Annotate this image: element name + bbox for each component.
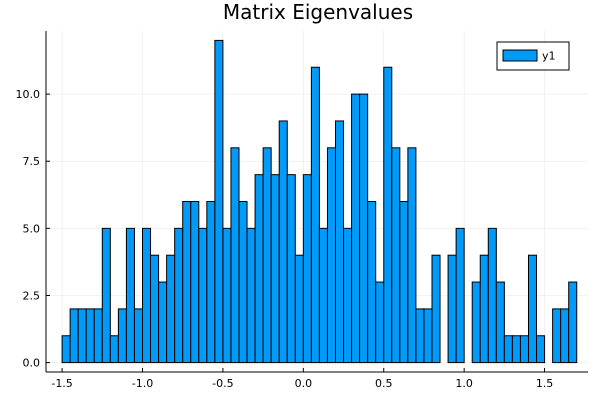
histogram-bar	[367, 201, 377, 364]
histogram-bar	[343, 227, 353, 364]
histogram-bar	[399, 201, 409, 364]
x-tick-label: -1.0	[132, 377, 153, 390]
histogram-bar	[423, 308, 433, 364]
x-tick-label: -0.5	[212, 377, 233, 390]
histogram-bar	[302, 174, 312, 364]
histogram-bar	[141, 227, 152, 364]
axes	[45, 31, 588, 373]
histogram-bar	[246, 227, 256, 364]
histogram-bar	[270, 174, 280, 364]
histogram-bar	[351, 93, 361, 364]
histogram-bar	[479, 254, 489, 364]
histogram-bar	[101, 227, 111, 364]
histogram-bar	[61, 335, 71, 364]
histogram-bar	[560, 308, 570, 364]
histogram-bar	[447, 254, 457, 364]
bars-group	[61, 39, 578, 364]
y-tick-label: 2.5	[23, 289, 41, 302]
histogram-bar	[198, 227, 208, 364]
legend: y1	[496, 41, 570, 71]
histogram-bar	[487, 227, 497, 364]
y-tick-label: 7.5	[23, 155, 41, 168]
histogram-bar	[383, 66, 393, 364]
y-tick-label: 10.0	[16, 88, 41, 101]
legend-label: y1	[542, 50, 556, 63]
chart-title: Matrix Eigenvalues	[223, 0, 413, 24]
x-tick-label: 0.5	[375, 377, 393, 390]
histogram-bar	[158, 281, 168, 364]
histogram-bar	[150, 254, 160, 364]
histogram-bar	[407, 147, 417, 364]
histogram-bar	[536, 335, 546, 364]
histogram-bar	[174, 227, 184, 364]
histogram-bar	[230, 147, 240, 364]
histogram-bar	[326, 147, 336, 364]
histogram-bar	[286, 174, 296, 364]
histogram-bar	[93, 308, 103, 364]
histogram-bar	[391, 147, 401, 364]
y-tick-label: 5.0	[23, 222, 41, 235]
histogram-bar	[262, 147, 272, 364]
histogram-bar	[125, 227, 135, 364]
histogram-bar	[527, 254, 538, 364]
histogram-bar	[133, 308, 143, 364]
histogram-bar	[431, 254, 441, 364]
histogram-bar	[495, 281, 505, 364]
histogram-bar	[359, 93, 369, 364]
histogram-bar	[318, 227, 328, 364]
histogram-bar	[222, 227, 232, 364]
histogram-bar	[375, 281, 385, 364]
y-axis-ticks: 0.0 2.5 5.0 7.5 10.0	[16, 88, 50, 370]
histogram-bar	[166, 254, 176, 364]
histogram-bar	[471, 281, 481, 364]
histogram-bar	[278, 120, 288, 364]
histogram-bar	[69, 308, 79, 364]
histogram-bar	[206, 201, 216, 364]
x-tick-label: 1.0	[455, 377, 473, 390]
histogram-bar	[117, 308, 127, 364]
histogram-bar	[511, 335, 521, 364]
histogram-bar	[182, 201, 192, 364]
histogram-bar	[334, 120, 345, 364]
x-axis-ticks: -1.5 -1.0 -0.5 0.0 0.5 1.0 1.5	[51, 368, 553, 390]
histogram-bar	[238, 201, 248, 364]
histogram-bar	[503, 335, 513, 364]
histogram-bar	[310, 66, 320, 364]
histogram-bar	[254, 174, 264, 364]
y-tick-label: 0.0	[23, 357, 41, 370]
x-tick-label: -1.5	[51, 377, 72, 390]
legend-swatch	[502, 49, 538, 62]
x-tick-label: 0.0	[295, 377, 313, 390]
histogram-bar	[415, 308, 425, 364]
histogram-bar	[109, 335, 119, 364]
histogram-bar	[85, 308, 95, 364]
histogram-bar	[568, 281, 578, 364]
histogram-bar	[552, 308, 562, 364]
histogram-bar	[455, 227, 465, 364]
histogram-bar	[519, 335, 529, 364]
x-tick-label: 1.5	[536, 377, 554, 390]
histogram-bar	[214, 39, 224, 364]
histogram-bar	[190, 201, 200, 364]
histogram-bar	[294, 254, 304, 364]
histogram-bar	[77, 308, 87, 364]
